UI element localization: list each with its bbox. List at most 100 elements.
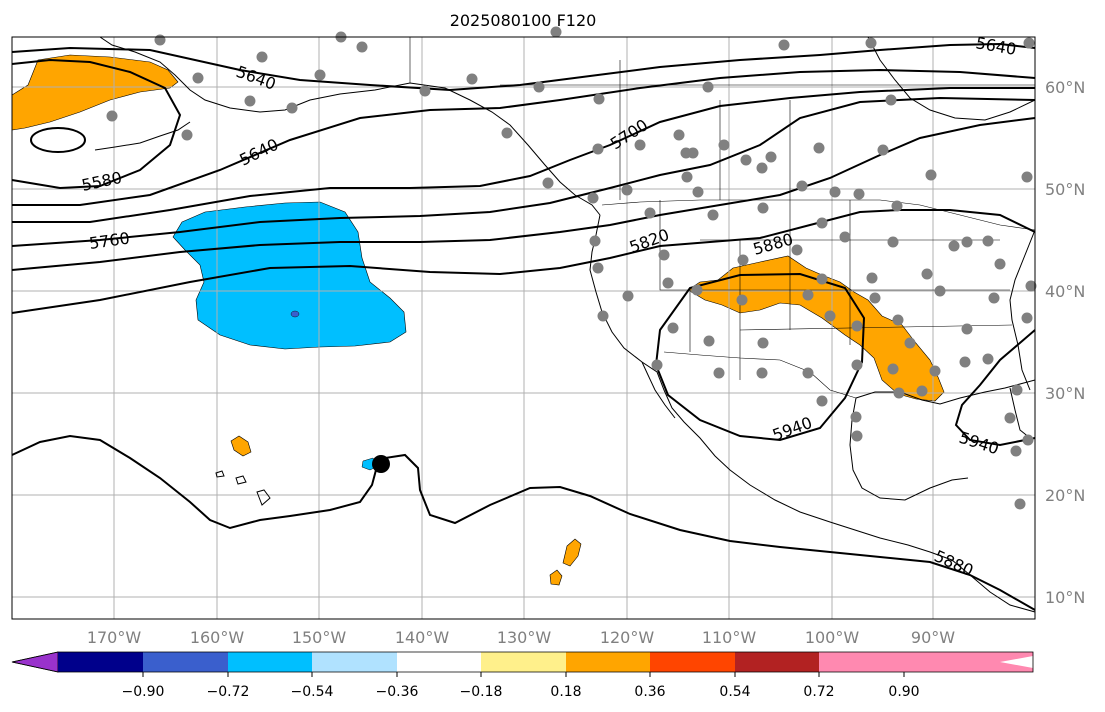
station-dot [667,322,679,334]
lat-label: 20°N [1045,486,1085,505]
station-dot [1021,312,1033,324]
station-dot [816,395,828,407]
lat-label: 40°N [1045,282,1085,301]
station-dot [934,285,946,297]
lon-label: 140°W [395,628,450,647]
lon-label: 90°W [911,628,955,647]
political-borders [409,37,1036,399]
station-dot [589,235,601,247]
lon-label: 150°W [292,628,347,647]
colorbar-tick-label: 0.72 [803,684,834,700]
station-dot [314,69,326,81]
station-dot [865,37,877,49]
colorbar-ticks [142,672,905,677]
lon-label: 160°W [190,628,245,647]
contour-5640 [11,42,1036,92]
longitude-labels: 170°W 160°W 150°W 140°W 130°W 120°W 110°… [87,628,955,647]
station-dot [802,289,814,301]
contour-5640-b [12,68,1036,206]
station-dot [181,129,193,141]
station-dot [550,26,562,38]
station-dot [687,147,699,159]
contour-5880 [11,209,1036,314]
station-dot [816,217,828,229]
station-dot [736,294,748,306]
colorbar-extend-right [904,652,1033,672]
coastline-west-north-america [589,214,1036,613]
station-dot [813,142,825,154]
colorbar-segment [143,652,228,672]
colorbar-tick-label: −0.36 [376,684,419,700]
station-dot [796,180,808,192]
station-dot [961,236,973,248]
station-dot [356,41,368,53]
station-dot [106,110,118,122]
contour-5820 [11,117,1036,271]
station-dot [542,177,554,189]
station-dot [673,129,685,141]
coastlines [94,36,1036,613]
contour-low-center [30,127,86,153]
station-dot [587,192,599,204]
station-dot [718,139,730,151]
negative-anomaly-area-pacific [172,201,407,350]
lon-label: 120°W [600,628,655,647]
map-frame [11,36,1036,620]
station-dot [691,284,703,296]
strong-negative-anomaly-spot [290,310,300,318]
station-dot [757,337,769,349]
station-dot [621,184,633,196]
colorbar-tick-label: −0.54 [291,684,334,700]
station-dot [592,143,604,155]
station-dot [1025,280,1037,292]
station-dot [1010,445,1022,457]
colorbar-segment [481,652,566,672]
station-dot [893,387,905,399]
station-dot [501,127,513,139]
colorbar-segment [228,652,312,672]
station-dot [256,51,268,63]
station-dot [1021,171,1033,183]
station-dot [851,320,863,332]
colorbar-segment [650,652,735,672]
station-dot [891,200,903,212]
station-dot [737,254,749,266]
station-dot [802,367,814,379]
station-dot [662,277,674,289]
contour-5700 [12,87,1035,223]
colorbar: −0.90 −0.72 −0.54 −0.36 −0.18 0.18 0.36 … [11,651,1034,700]
lat-label: 30°N [1045,384,1085,403]
station-dot [1004,412,1016,424]
station-dot [651,359,663,371]
station-dot [1022,434,1034,446]
station-dot [851,430,863,442]
coastline-us-east [1009,229,1036,391]
station-dot [791,244,803,256]
colorbar-segment [735,652,819,672]
station-dot [244,95,256,107]
coastline-mexico-gulf [849,397,969,501]
positive-anomaly-area-hawaii [230,435,252,457]
station-dot [988,292,1000,304]
contour-5940-east [954,329,1036,447]
station-dot [839,231,851,243]
coastline-florida [1009,387,1031,439]
station-dot [877,144,889,156]
station-dot [892,314,904,326]
station-dot [634,139,646,151]
station-dot [1011,384,1023,396]
station-dot [702,81,714,93]
coastline-baja [641,361,676,419]
colorbar-tick-label: 0.18 [550,684,581,700]
station-dot [921,268,933,280]
station-dot [593,93,605,105]
station-dot [994,258,1006,270]
station-dot [816,273,828,285]
station-dot [707,209,719,221]
station-dot [850,411,862,423]
hawaii-island-2 [235,475,247,485]
contour-5580 [11,58,182,190]
station-dot [885,94,897,106]
coastline-aleutians [94,121,191,151]
station-dot [154,34,166,46]
